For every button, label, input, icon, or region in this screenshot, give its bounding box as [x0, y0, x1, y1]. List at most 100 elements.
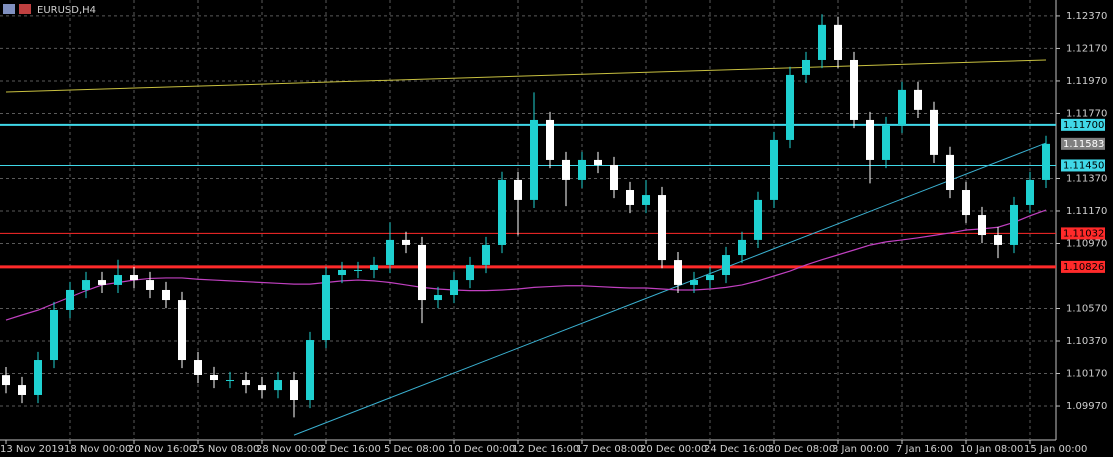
candle-body: [498, 179, 506, 245]
candle-body: [898, 89, 906, 125]
candle-body: [290, 380, 298, 401]
price-level-label: 1.11032: [1063, 228, 1104, 239]
candle-body: [546, 119, 554, 160]
candle-body: [210, 374, 218, 381]
candle-body: [18, 385, 26, 395]
y-tick-label: 1.09970: [1066, 401, 1107, 412]
y-tick-label: 1.11970: [1066, 76, 1107, 87]
y-tick-label: 1.11170: [1066, 206, 1107, 217]
candle-body: [578, 159, 586, 180]
price-level-box: [1061, 260, 1105, 273]
candle-body: [978, 215, 986, 236]
candle-body: [194, 360, 202, 375]
moving-average: [5, 209, 1047, 321]
candle-body: [562, 159, 570, 180]
candle-body: [834, 24, 842, 60]
y-tick-label: 1.10170: [1066, 369, 1107, 380]
candle-body: [962, 190, 970, 216]
candle-body: [34, 360, 42, 395]
candle-body: [434, 295, 442, 301]
candle-body: [226, 380, 234, 382]
price-level-box: [1061, 159, 1105, 172]
candle-body: [642, 195, 650, 205]
candle-body: [786, 74, 794, 140]
candle-body: [866, 119, 874, 160]
candle-body: [818, 24, 826, 60]
candle-body: [914, 89, 922, 110]
candle-body: [242, 380, 250, 386]
y-tick-label: 1.12170: [1066, 43, 1107, 54]
candle-body: [738, 239, 746, 256]
price-level-box: [1061, 118, 1105, 131]
candle-body: [50, 309, 58, 361]
candle-body: [754, 199, 762, 240]
candle-body: [674, 260, 682, 285]
candle-body: [338, 269, 346, 276]
candle-body: [146, 280, 154, 290]
candle-body: [594, 159, 602, 165]
candle-body: [722, 255, 730, 276]
chart-title: EURUSD,H4: [37, 5, 96, 16]
x-tick-label: 10 Jan 08:00: [960, 444, 1023, 455]
candle-body: [482, 244, 490, 265]
candle-body: [66, 289, 74, 310]
candle-body: [690, 280, 698, 285]
x-tick-label: 7 Jan 16:00: [896, 444, 953, 455]
x-tick-label: 5 Dec 08:00: [384, 444, 445, 455]
candle-body: [306, 340, 314, 401]
candle-body: [114, 275, 122, 285]
candle-body: [946, 154, 954, 191]
candle-body: [1026, 179, 1034, 205]
candle-body: [658, 195, 666, 261]
candle-body: [770, 139, 778, 200]
x-tick-label: 20 Nov 16:00: [128, 444, 195, 455]
y-tick-label: 1.10970: [1066, 238, 1107, 249]
x-tick-label: 3 Jan 00:00: [832, 444, 889, 455]
candle-body: [466, 264, 474, 281]
price-level-label: 1.10826: [1063, 262, 1104, 273]
flag-icon: [19, 4, 31, 14]
x-tick-label: 25 Nov 08:00: [192, 444, 259, 455]
candle-body: [1010, 204, 1018, 245]
candle-body: [450, 280, 458, 296]
price-level-box: [1061, 227, 1105, 240]
x-tick-label: 28 Nov 00:00: [256, 444, 323, 455]
candle-body: [258, 385, 266, 391]
y-tick-label: 1.11770: [1066, 108, 1107, 119]
price-level-label: 1.11450: [1063, 160, 1104, 171]
candle-body: [322, 275, 330, 341]
trendline: [5, 59, 1047, 93]
x-tick-label: 15 Jan 00:00: [1024, 444, 1087, 455]
candle-body: [130, 275, 138, 281]
y-tick-label: 1.10370: [1066, 336, 1107, 347]
candle-body: [386, 239, 394, 265]
x-tick-label: 17 Dec 08:00: [576, 444, 643, 455]
current-price-box: [1061, 137, 1105, 150]
y-tick-label: 1.10570: [1066, 304, 1107, 315]
candle-body: [530, 119, 538, 200]
candle-body: [994, 235, 1002, 245]
candle-body: [178, 300, 186, 361]
candle-body: [354, 269, 362, 271]
candle-body: [930, 109, 938, 155]
candle-body: [418, 244, 426, 301]
candle-body: [82, 280, 90, 290]
x-tick-label: 24 Dec 16:00: [704, 444, 771, 455]
x-tick-label: 12 Dec 16:00: [512, 444, 579, 455]
candle-body: [850, 59, 858, 120]
price-level-label: 1.11700: [1063, 120, 1104, 131]
candle-body: [626, 190, 634, 205]
candle-body: [514, 179, 522, 200]
y-tick-label: 1.11370: [1066, 173, 1107, 184]
candle-body: [802, 59, 810, 75]
candle-body: [370, 264, 378, 270]
current-price-label: 1.11583: [1063, 139, 1104, 150]
candle-body: [2, 375, 10, 386]
candle-body: [274, 380, 282, 391]
candle-body: [162, 289, 170, 301]
candle-body: [1042, 143, 1050, 180]
candle-body: [402, 239, 410, 245]
x-tick-label: 30 Dec 08:00: [768, 444, 835, 455]
